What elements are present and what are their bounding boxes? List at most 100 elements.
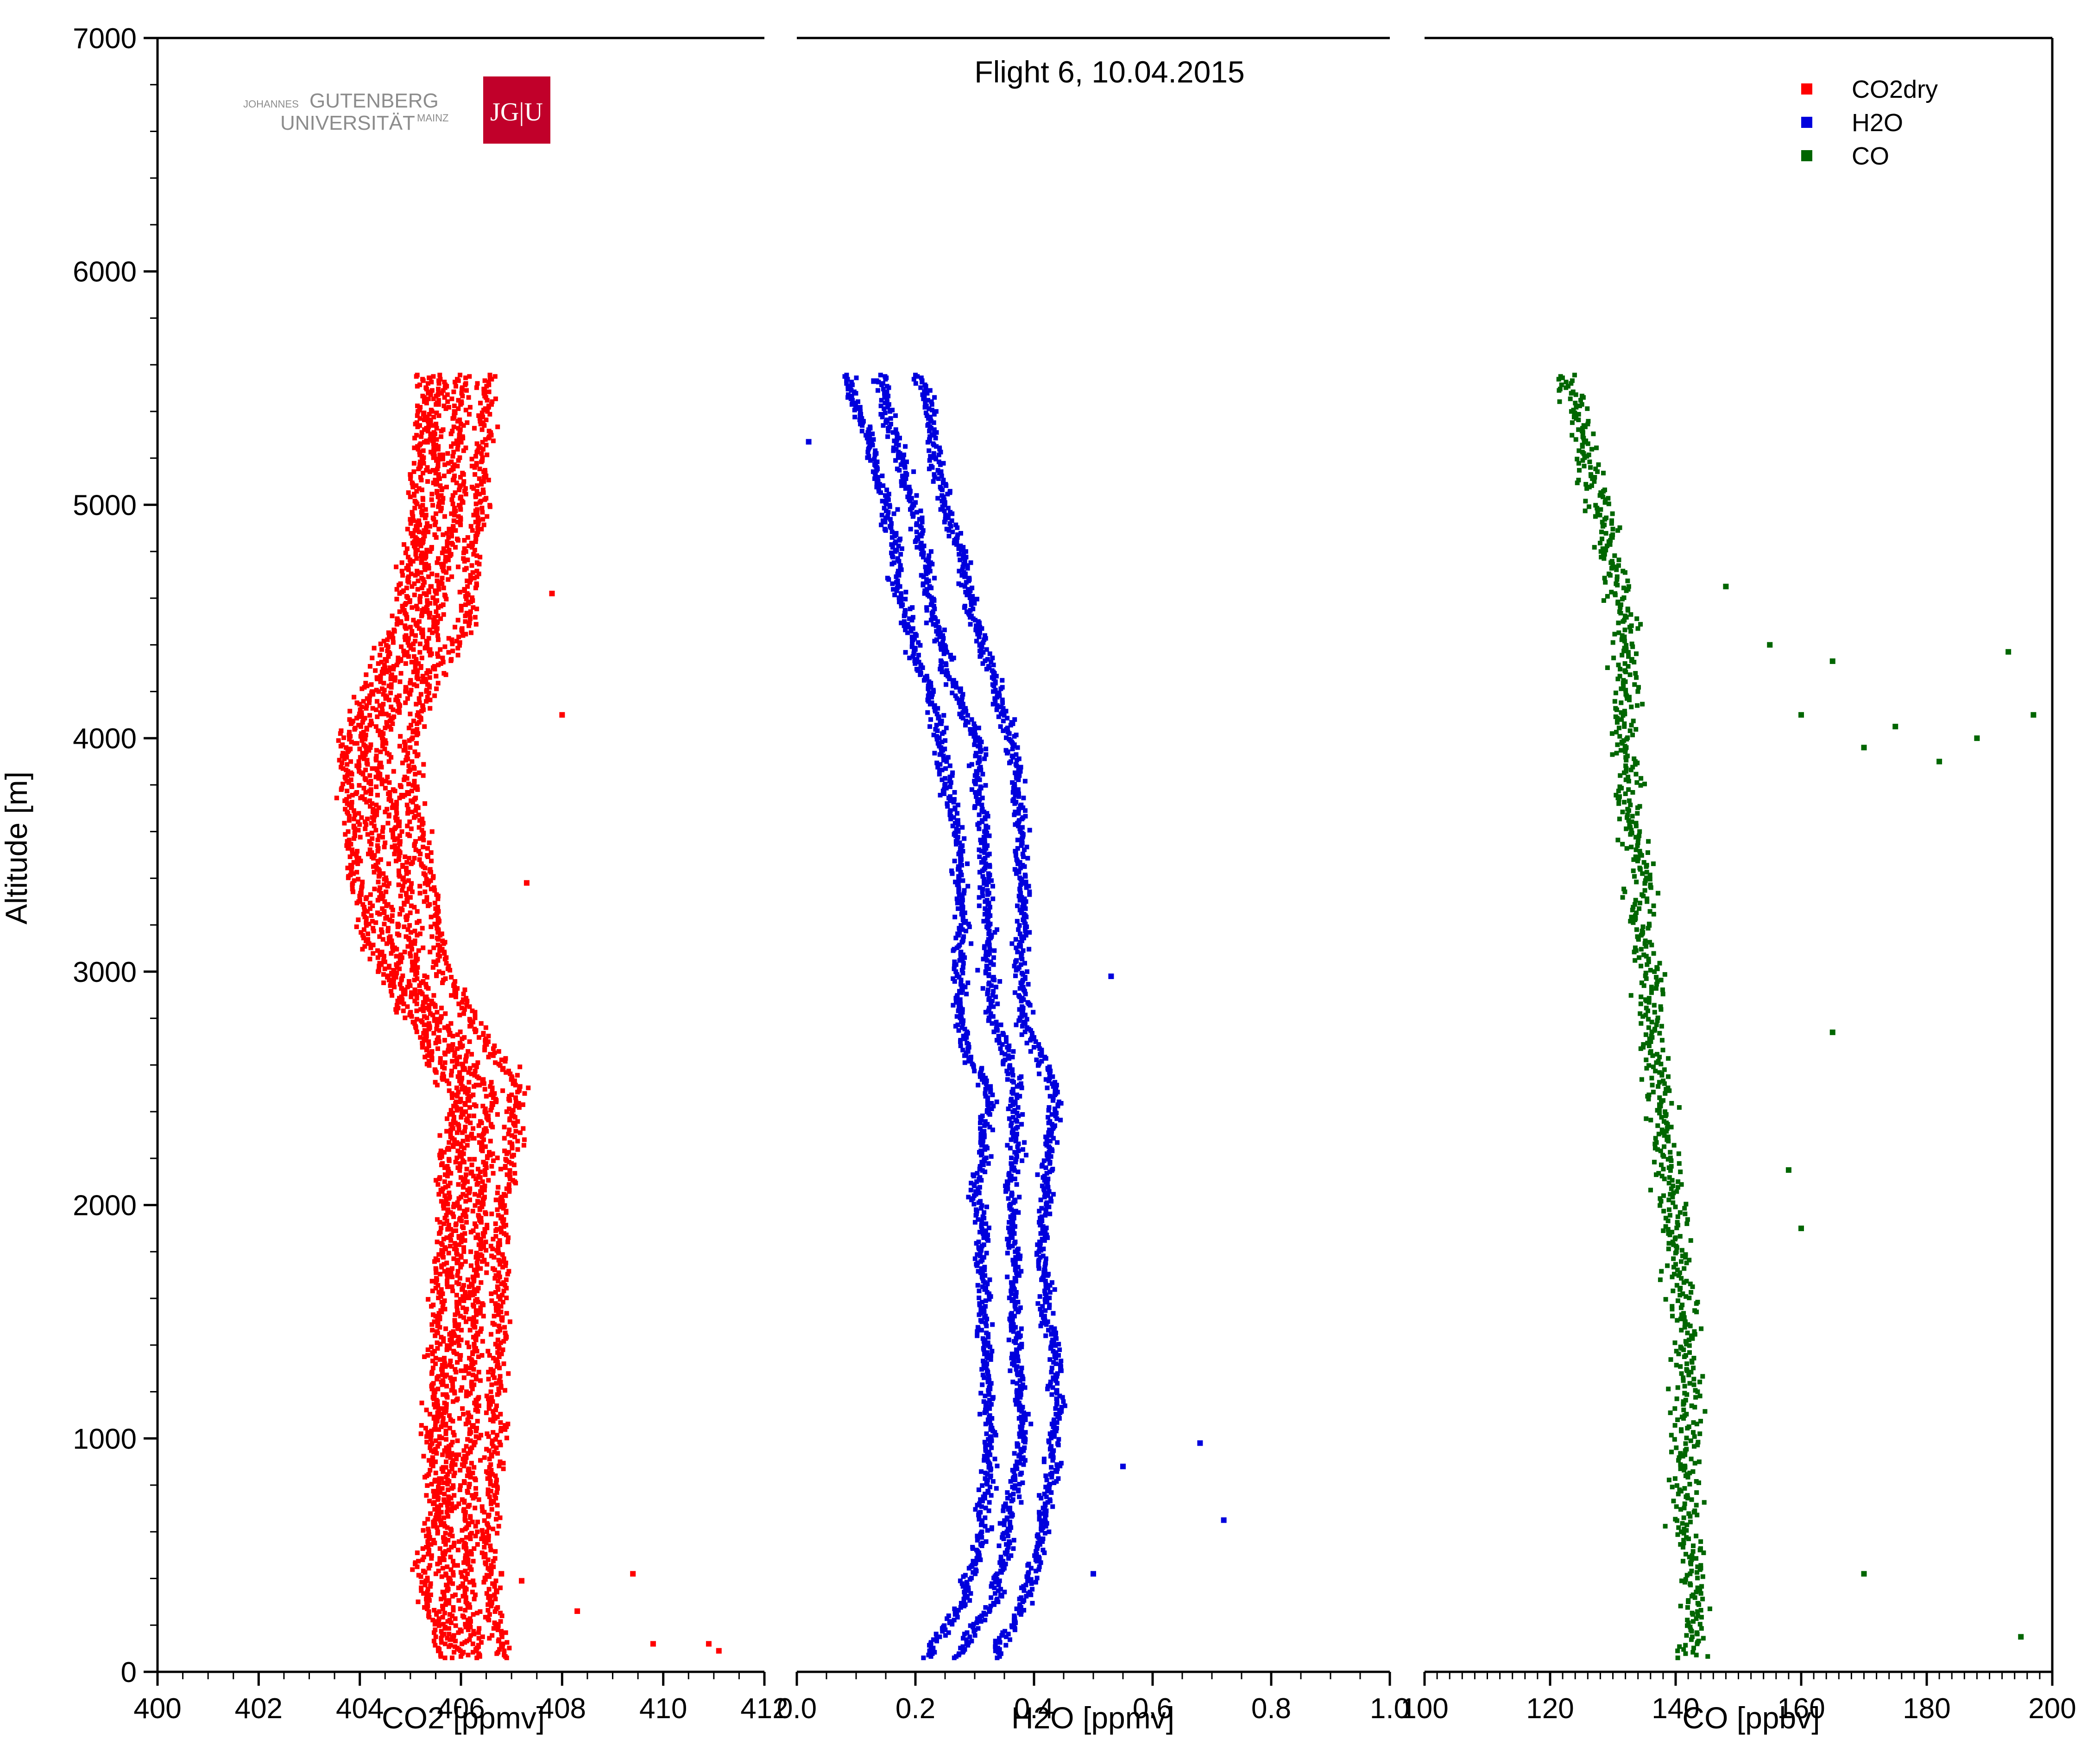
co2-point	[364, 703, 369, 708]
co2-point	[429, 1482, 434, 1486]
co2-point	[430, 503, 435, 508]
co2-point	[495, 1503, 500, 1508]
co2-point	[381, 980, 386, 985]
h2o-point	[995, 1577, 999, 1582]
co2-point	[408, 476, 413, 481]
h2o-point	[1020, 1480, 1025, 1485]
co2-point	[444, 1582, 449, 1588]
co2-point	[428, 706, 433, 711]
co2-point	[416, 752, 421, 757]
co2-point	[384, 711, 389, 716]
co2-point	[408, 885, 413, 890]
co2-point	[477, 1035, 481, 1040]
co2-point	[478, 400, 483, 405]
co2-point	[436, 1192, 441, 1197]
co2-point	[449, 637, 454, 642]
co2-point	[450, 1594, 455, 1599]
h2o-point	[890, 581, 895, 586]
co2-point	[404, 934, 409, 939]
co2-point	[416, 825, 422, 830]
co2-point	[442, 1060, 448, 1065]
co2-point	[433, 1285, 438, 1290]
co2-point	[483, 1107, 488, 1111]
co2-point	[427, 1007, 432, 1012]
co2-point	[413, 1024, 418, 1029]
co2-point	[453, 1623, 458, 1628]
h2o-point	[956, 885, 961, 890]
h2o-point	[986, 1343, 991, 1348]
co2-point	[449, 1466, 454, 1471]
co2-point	[434, 1329, 439, 1334]
co2-point	[441, 403, 447, 408]
co2-point	[445, 966, 450, 971]
h2o-point	[898, 552, 903, 557]
co2-point	[404, 891, 409, 896]
co2-point	[407, 557, 412, 563]
co2-point	[408, 494, 413, 500]
co2-point	[464, 1167, 469, 1171]
h2o-point	[944, 785, 949, 791]
co2-point	[447, 1413, 452, 1418]
h2o-point	[889, 529, 895, 534]
h2o-point	[960, 952, 965, 957]
co2-point	[458, 1607, 463, 1611]
h2o-point	[960, 1644, 965, 1649]
co2-point	[444, 1407, 448, 1412]
co2-point	[486, 1566, 491, 1571]
co2-point	[415, 587, 420, 592]
co2-point	[470, 1589, 475, 1594]
h2o-point	[988, 1384, 993, 1389]
h2o-point	[986, 1377, 991, 1382]
co2-point	[522, 1091, 527, 1096]
co2-point	[472, 1136, 477, 1141]
h2o-point	[1018, 1384, 1023, 1389]
co2-point	[404, 566, 409, 571]
co2-point	[424, 548, 429, 553]
co2-point	[403, 987, 408, 993]
h2o-point	[942, 1623, 947, 1628]
co2-point	[457, 1041, 462, 1045]
co2-point	[397, 839, 403, 844]
h2o-point	[875, 475, 880, 480]
co2-point	[366, 700, 372, 705]
co2-point	[435, 1529, 440, 1534]
co2-point	[421, 470, 425, 475]
co2-point	[355, 848, 359, 854]
co2-point	[393, 1007, 398, 1012]
co2-point	[403, 611, 407, 616]
co2-point	[410, 481, 415, 486]
h2o-point	[990, 1479, 996, 1484]
co2-point	[470, 1493, 475, 1498]
co2-point	[454, 1370, 459, 1375]
co2-point	[443, 1571, 448, 1576]
h2o-point	[864, 436, 870, 441]
co2-point	[467, 1197, 472, 1202]
co2-point	[467, 1466, 472, 1471]
h2o-point	[980, 1300, 985, 1305]
co2-point	[440, 1452, 445, 1457]
co2-point	[419, 1588, 424, 1593]
co2-point	[374, 707, 379, 712]
co2-point	[401, 875, 406, 880]
co2-point	[364, 726, 369, 730]
h2o-point	[1020, 1404, 1025, 1410]
co2-point	[507, 1116, 512, 1121]
h2o-point	[1019, 1470, 1024, 1475]
co2-point	[498, 1225, 504, 1230]
co2-point	[472, 1315, 476, 1320]
co2-point	[512, 1078, 517, 1083]
co2-point	[386, 881, 391, 886]
co2-point	[441, 1521, 447, 1526]
co2-point	[356, 856, 361, 861]
co2-point	[442, 462, 448, 467]
co2-point	[424, 877, 429, 882]
co2-point	[447, 1081, 452, 1086]
h2o-point	[989, 1101, 994, 1106]
co2-point	[460, 434, 465, 439]
h2o-point	[953, 969, 959, 974]
co2-point	[451, 424, 456, 430]
co2-point	[467, 1186, 473, 1191]
h2o-point	[877, 482, 882, 487]
co2-point	[491, 1095, 496, 1100]
h2o-point	[980, 1382, 985, 1387]
